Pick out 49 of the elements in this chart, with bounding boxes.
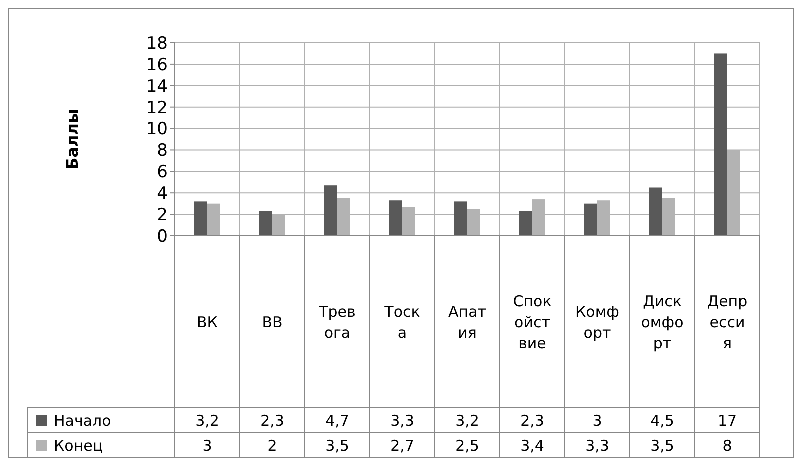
bar — [714, 54, 728, 236]
data-label: 2,3 — [520, 412, 544, 430]
data-label: 8 — [722, 436, 732, 455]
y-tick-label: 4 — [157, 184, 168, 204]
bar — [324, 186, 338, 236]
data-label: 17 — [718, 412, 738, 430]
y-tick-label: 6 — [157, 162, 168, 183]
y-tick-label: 18 — [146, 34, 168, 54]
y-tick-label: 10 — [146, 120, 168, 140]
data-label: 2 — [268, 436, 278, 455]
data-label: 3,4 — [520, 436, 544, 455]
x-tick-label: Комфорт — [576, 302, 620, 342]
bar — [584, 204, 598, 236]
legend-label: Конец — [54, 436, 104, 455]
y-tick-label: 12 — [146, 98, 168, 118]
x-tick-label: Тревога — [318, 302, 356, 342]
x-tick-label: Апатия — [448, 302, 487, 342]
bar — [260, 211, 272, 236]
x-tick-label: ВВ — [262, 313, 283, 332]
data-label: 4,5 — [650, 412, 674, 430]
data-label: 2,5 — [456, 436, 480, 455]
y-tick-label: 2 — [157, 206, 168, 226]
data-label: 2,3 — [260, 412, 284, 430]
bar — [194, 202, 208, 236]
y-tick-label: 16 — [146, 55, 168, 76]
x-tick-label: Дискомфорт — [641, 292, 684, 352]
bar — [390, 200, 402, 236]
x-tick-label: Тоска — [384, 302, 420, 342]
y-tick-label: 14 — [146, 76, 168, 97]
x-tick-label: ВК — [197, 313, 218, 332]
y-tick-label: 8 — [157, 141, 168, 162]
data-label: 4,7 — [326, 412, 350, 430]
bar — [650, 188, 662, 236]
legend-label: Начало — [54, 412, 112, 430]
x-tick-label: Спокойствие — [513, 292, 552, 352]
data-label: 3,5 — [650, 436, 674, 455]
bar — [520, 211, 532, 236]
data-label: 3,3 — [586, 436, 610, 455]
data-label: 3,2 — [456, 412, 480, 430]
y-tick-label: 0 — [157, 226, 168, 247]
data-label: 3,2 — [196, 412, 220, 430]
y-axis-title: Баллы — [63, 109, 82, 170]
data-label: 2,7 — [390, 436, 414, 455]
data-label: 3,3 — [390, 412, 414, 430]
data-label: 3,5 — [326, 436, 350, 455]
data-label: 3 — [592, 412, 602, 430]
x-tick-label: Депрессия — [707, 292, 748, 352]
bar — [454, 202, 468, 236]
data-label: 3 — [202, 436, 212, 455]
